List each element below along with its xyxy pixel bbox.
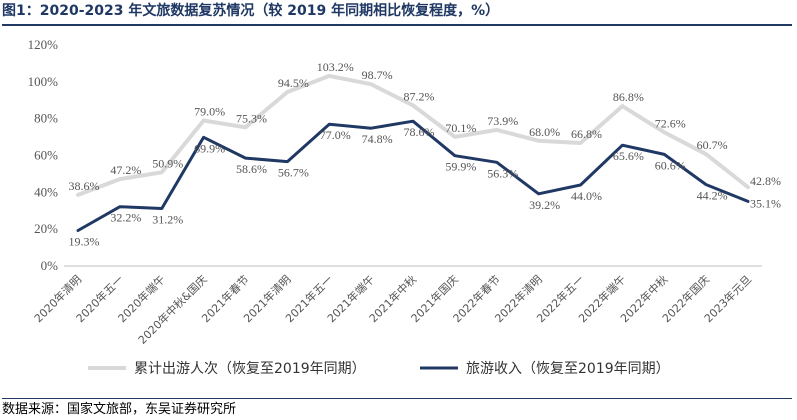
y-tick-label: 20% <box>34 221 58 236</box>
visitors-data-label: 94.5% <box>278 76 309 90</box>
revenue-data-label: 56.3% <box>487 166 518 180</box>
revenue-data-label: 65.6% <box>613 149 644 163</box>
revenue-data-label: 39.2% <box>529 198 560 212</box>
revenue-data-label: 32.2% <box>110 211 141 225</box>
visitors-data-label: 42.8% <box>750 174 781 188</box>
revenue-data-label: 44.0% <box>571 189 602 203</box>
revenue-data-label: 78.6% <box>404 125 435 139</box>
y-tick-label: 60% <box>34 148 58 163</box>
visitors-data-label: 66.8% <box>571 127 602 141</box>
revenue-data-label: 69.9% <box>194 141 225 155</box>
revenue-data-label: 19.3% <box>69 234 100 248</box>
visitors-data-label: 50.9% <box>152 156 183 170</box>
y-axis: 0% 20% 40% 60% 80% 100% 120% <box>28 37 59 273</box>
legend: 累计出游人次（恢复至2019年同期） 旅游收入（恢复至2019年同期） <box>88 360 670 377</box>
y-tick-label: 100% <box>28 74 59 89</box>
revenue-data-label: 35.1% <box>750 196 781 210</box>
line-chart: 0% 20% 40% 60% 80% 100% 120% 2020年清明2020年五一202… <box>28 37 782 377</box>
revenue-data-label: 44.2% <box>697 189 728 203</box>
series-line-1 <box>76 73 750 197</box>
revenue-data-label: 77.0% <box>320 128 351 142</box>
series-lines <box>76 73 750 232</box>
visitors-data-label: 87.2% <box>404 89 435 103</box>
data-source: 数据来源：国家文旅部，东吴证券研究所 <box>2 398 792 420</box>
visitors-data-label: 86.8% <box>613 90 644 104</box>
visitors-data-label: 70.1% <box>445 121 476 135</box>
revenue-data-label: 31.2% <box>152 213 183 227</box>
y-tick-label: 0% <box>41 258 59 273</box>
data-labels: 38.6% 47.2% 50.9% 79.0% 75.3% 94.5% 103.2% 98.7… <box>69 60 782 249</box>
revenue-data-label: 56.7% <box>278 166 309 180</box>
x-tick-label: 2020年中秋&国庆 <box>135 272 210 347</box>
y-tick-label: 120% <box>28 37 59 52</box>
x-axis: 2020年清明2020年五一2020年端午2020年中秋&国庆2021年春节20… <box>31 265 762 347</box>
visitors-data-label: 103.2% <box>317 60 354 74</box>
visitors-data-label: 75.3% <box>236 111 267 125</box>
revenue-data-label: 58.6% <box>236 162 267 176</box>
visitors-data-label: 98.7% <box>362 68 393 82</box>
revenue-data-label: 74.8% <box>362 132 393 146</box>
visitors-data-label: 38.6% <box>69 179 100 193</box>
visitors-data-label: 73.9% <box>487 114 518 128</box>
visitors-data-label: 68.0% <box>529 125 560 139</box>
visitors-data-label: 72.6% <box>655 116 686 130</box>
y-tick-label: 40% <box>34 184 58 199</box>
series-line-2 <box>76 119 750 232</box>
chart-title: 图1：2020-2023 年文旅数据复苏情况（较 2019 年同期相比恢复程度，… <box>2 0 792 26</box>
legend-label-2: 旅游收入（恢复至2019年同期） <box>466 360 670 377</box>
visitors-data-label: 47.2% <box>110 163 141 177</box>
revenue-data-label: 60.6% <box>655 158 686 172</box>
visitors-data-label: 79.0% <box>194 105 225 119</box>
legend-label-1: 累计出游人次（恢复至2019年同期） <box>134 360 366 377</box>
revenue-data-label: 59.9% <box>445 160 476 174</box>
y-tick-label: 80% <box>34 111 58 126</box>
visitors-data-label: 60.7% <box>697 138 728 152</box>
